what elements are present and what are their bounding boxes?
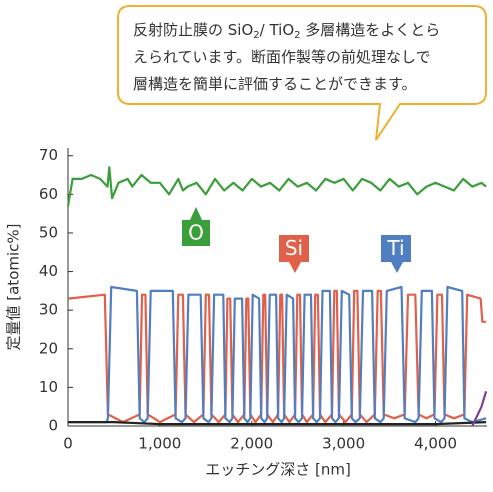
series-label: Ti <box>386 236 404 260</box>
x-tick-label: 0 <box>63 435 73 453</box>
series-label: Si <box>285 236 303 260</box>
subscript: 2 <box>253 30 259 41</box>
x-tick-label: 2,000 <box>230 435 273 453</box>
callout-text: えられています。断面作製等の前処理なしで <box>133 48 431 66</box>
series-line <box>471 390 488 427</box>
x-tick-label: 3,000 <box>322 435 365 453</box>
y-tick-label: 30 <box>39 301 58 319</box>
callout-segment: 多層構造をよくとら <box>301 21 441 39</box>
x-axis-label: エッチング深さ [nm] <box>205 461 351 479</box>
callout-bubble <box>117 5 487 141</box>
series-line <box>68 285 487 424</box>
label-box <box>381 235 411 273</box>
callout-text: 反射防止膜の SiO2/ TiO2 多層構造をよくとら <box>133 21 440 42</box>
y-tick-label: 70 <box>39 146 58 164</box>
series-line <box>68 421 487 426</box>
y-axis-label: 定量値 [atomic%] <box>5 223 23 350</box>
y-tick-label: 0 <box>48 417 58 435</box>
x-tick-label: 4,000 <box>414 435 457 453</box>
callout-segment: えられています。断面作製等の前処理なしで <box>133 48 431 66</box>
callout-text: 層構造を簡単に評価することができます。 <box>133 75 417 93</box>
y-tick-label: 50 <box>39 223 58 241</box>
y-tick-label: 10 <box>39 378 58 396</box>
series-line <box>66 166 487 207</box>
y-tick-label: 40 <box>39 262 58 280</box>
y-tick-label: 60 <box>39 185 58 203</box>
callout-segment: / TiO <box>260 21 295 39</box>
label-box <box>279 235 309 273</box>
subscript: 2 <box>294 30 300 41</box>
callout-segment: 層構造を簡単に評価することができます。 <box>133 75 417 93</box>
label-box <box>182 207 210 246</box>
x-tick-label: 1,000 <box>138 435 181 453</box>
series-label: O <box>188 221 204 245</box>
y-tick-label: 20 <box>39 339 58 357</box>
callout-segment: 反射防止膜の SiO <box>133 21 253 39</box>
